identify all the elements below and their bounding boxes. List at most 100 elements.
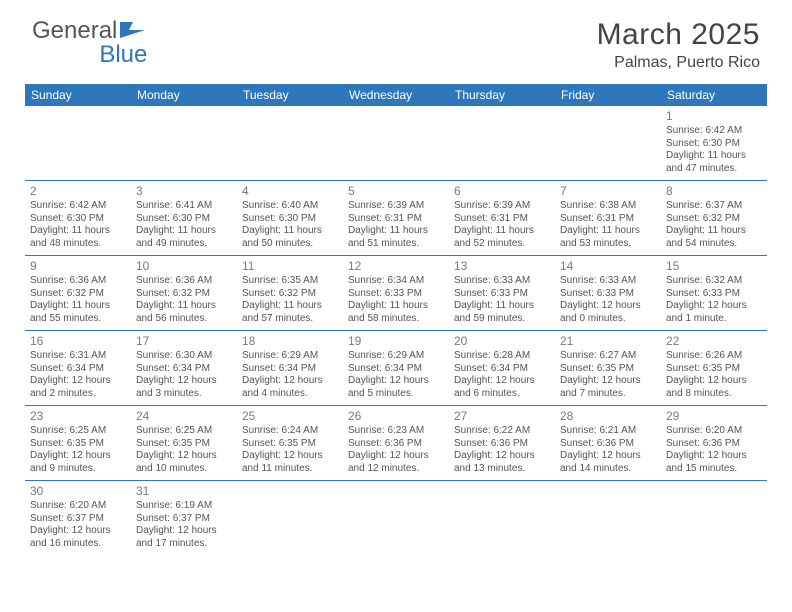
daylight-line: Daylight: 11 hours and 58 minutes. <box>348 300 444 325</box>
daylight-line: Daylight: 12 hours and 6 minutes. <box>454 375 550 400</box>
day-number: 24 <box>136 409 232 424</box>
daylight-line: Daylight: 11 hours and 57 minutes. <box>242 300 338 325</box>
day-number: 15 <box>666 259 762 274</box>
sunrise-line: Sunrise: 6:30 AM <box>136 350 232 363</box>
sunrise-line: Sunrise: 6:21 AM <box>560 425 656 438</box>
logo-flag-icon <box>119 20 147 40</box>
sunrise-line: Sunrise: 6:36 AM <box>30 275 126 288</box>
calendar-header: SundayMondayTuesdayWednesdayThursdayFrid… <box>25 84 767 106</box>
sunrise-line: Sunrise: 6:28 AM <box>454 350 550 363</box>
sunrise-line: Sunrise: 6:38 AM <box>560 200 656 213</box>
sunset-line: Sunset: 6:36 PM <box>560 438 656 451</box>
daylight-line: Daylight: 11 hours and 54 minutes. <box>666 225 762 250</box>
calendar-day-cell: 7Sunrise: 6:38 AMSunset: 6:31 PMDaylight… <box>555 181 661 256</box>
daylight-line: Daylight: 12 hours and 10 minutes. <box>136 450 232 475</box>
daylight-line: Daylight: 11 hours and 47 minutes. <box>666 150 762 175</box>
logo-text-general: General <box>32 17 117 44</box>
day-number: 9 <box>30 259 126 274</box>
sunset-line: Sunset: 6:34 PM <box>30 363 126 376</box>
sunrise-line: Sunrise: 6:37 AM <box>666 200 762 213</box>
calendar-empty-cell <box>237 481 343 556</box>
calendar-empty-cell <box>237 106 343 181</box>
calendar-day-cell: 30Sunrise: 6:20 AMSunset: 6:37 PMDayligh… <box>25 481 131 556</box>
sunset-line: Sunset: 6:37 PM <box>30 513 126 526</box>
daylight-line: Daylight: 12 hours and 17 minutes. <box>136 525 232 550</box>
calendar-day-cell: 1Sunrise: 6:42 AMSunset: 6:30 PMDaylight… <box>661 106 767 181</box>
month-title: March 2025 <box>597 18 760 52</box>
calendar-day-cell: 23Sunrise: 6:25 AMSunset: 6:35 PMDayligh… <box>25 406 131 481</box>
day-number: 19 <box>348 334 444 349</box>
day-number: 5 <box>348 184 444 199</box>
sunset-line: Sunset: 6:33 PM <box>348 288 444 301</box>
sunset-line: Sunset: 6:37 PM <box>136 513 232 526</box>
sunrise-line: Sunrise: 6:29 AM <box>242 350 338 363</box>
sunset-line: Sunset: 6:33 PM <box>454 288 550 301</box>
calendar-day-cell: 14Sunrise: 6:33 AMSunset: 6:33 PMDayligh… <box>555 256 661 331</box>
sunset-line: Sunset: 6:33 PM <box>560 288 656 301</box>
calendar-day-cell: 19Sunrise: 6:29 AMSunset: 6:34 PMDayligh… <box>343 331 449 406</box>
daylight-line: Daylight: 12 hours and 3 minutes. <box>136 375 232 400</box>
sunrise-line: Sunrise: 6:42 AM <box>30 200 126 213</box>
calendar-empty-cell <box>555 106 661 181</box>
sunrise-line: Sunrise: 6:24 AM <box>242 425 338 438</box>
sunset-line: Sunset: 6:32 PM <box>30 288 126 301</box>
calendar-day-cell: 29Sunrise: 6:20 AMSunset: 6:36 PMDayligh… <box>661 406 767 481</box>
daylight-line: Daylight: 11 hours and 52 minutes. <box>454 225 550 250</box>
sunset-line: Sunset: 6:30 PM <box>242 213 338 226</box>
calendar-empty-cell <box>449 106 555 181</box>
daylight-line: Daylight: 11 hours and 49 minutes. <box>136 225 232 250</box>
day-number: 31 <box>136 484 232 499</box>
sunrise-line: Sunrise: 6:19 AM <box>136 500 232 513</box>
calendar-day-cell: 8Sunrise: 6:37 AMSunset: 6:32 PMDaylight… <box>661 181 767 256</box>
calendar-empty-cell <box>131 106 237 181</box>
daylight-line: Daylight: 12 hours and 16 minutes. <box>30 525 126 550</box>
logo-text-blue: Blue <box>99 41 147 68</box>
sunset-line: Sunset: 6:36 PM <box>348 438 444 451</box>
sunrise-line: Sunrise: 6:25 AM <box>30 425 126 438</box>
calendar-day-cell: 24Sunrise: 6:25 AMSunset: 6:35 PMDayligh… <box>131 406 237 481</box>
day-number: 26 <box>348 409 444 424</box>
day-number: 6 <box>454 184 550 199</box>
daylight-line: Daylight: 12 hours and 2 minutes. <box>30 375 126 400</box>
day-number: 21 <box>560 334 656 349</box>
calendar-day-cell: 12Sunrise: 6:34 AMSunset: 6:33 PMDayligh… <box>343 256 449 331</box>
calendar-day-cell: 13Sunrise: 6:33 AMSunset: 6:33 PMDayligh… <box>449 256 555 331</box>
sunrise-line: Sunrise: 6:34 AM <box>348 275 444 288</box>
calendar-day-cell: 21Sunrise: 6:27 AMSunset: 6:35 PMDayligh… <box>555 331 661 406</box>
day-number: 3 <box>136 184 232 199</box>
weekday-header: Sunday <box>25 84 131 106</box>
daylight-line: Daylight: 11 hours and 53 minutes. <box>560 225 656 250</box>
weekday-header: Tuesday <box>237 84 343 106</box>
daylight-line: Daylight: 12 hours and 1 minute. <box>666 300 762 325</box>
calendar-day-cell: 27Sunrise: 6:22 AMSunset: 6:36 PMDayligh… <box>449 406 555 481</box>
daylight-line: Daylight: 12 hours and 4 minutes. <box>242 375 338 400</box>
daylight-line: Daylight: 12 hours and 11 minutes. <box>242 450 338 475</box>
sunrise-line: Sunrise: 6:39 AM <box>454 200 550 213</box>
calendar-day-cell: 16Sunrise: 6:31 AMSunset: 6:34 PMDayligh… <box>25 331 131 406</box>
sunrise-line: Sunrise: 6:33 AM <box>454 275 550 288</box>
calendar-day-cell: 9Sunrise: 6:36 AMSunset: 6:32 PMDaylight… <box>25 256 131 331</box>
sunrise-line: Sunrise: 6:31 AM <box>30 350 126 363</box>
calendar-day-cell: 22Sunrise: 6:26 AMSunset: 6:35 PMDayligh… <box>661 331 767 406</box>
daylight-line: Daylight: 12 hours and 14 minutes. <box>560 450 656 475</box>
calendar-day-cell: 2Sunrise: 6:42 AMSunset: 6:30 PMDaylight… <box>25 181 131 256</box>
sunset-line: Sunset: 6:34 PM <box>136 363 232 376</box>
sunrise-line: Sunrise: 6:32 AM <box>666 275 762 288</box>
day-number: 28 <box>560 409 656 424</box>
day-number: 30 <box>30 484 126 499</box>
day-number: 2 <box>30 184 126 199</box>
sunset-line: Sunset: 6:36 PM <box>454 438 550 451</box>
calendar-day-cell: 4Sunrise: 6:40 AMSunset: 6:30 PMDaylight… <box>237 181 343 256</box>
calendar-day-cell: 10Sunrise: 6:36 AMSunset: 6:32 PMDayligh… <box>131 256 237 331</box>
sunrise-line: Sunrise: 6:20 AM <box>30 500 126 513</box>
sunset-line: Sunset: 6:34 PM <box>348 363 444 376</box>
daylight-line: Daylight: 11 hours and 48 minutes. <box>30 225 126 250</box>
sunset-line: Sunset: 6:35 PM <box>560 363 656 376</box>
weekday-header: Wednesday <box>343 84 449 106</box>
calendar-empty-cell <box>25 106 131 181</box>
sunset-line: Sunset: 6:30 PM <box>30 213 126 226</box>
daylight-line: Daylight: 11 hours and 51 minutes. <box>348 225 444 250</box>
calendar-day-cell: 6Sunrise: 6:39 AMSunset: 6:31 PMDaylight… <box>449 181 555 256</box>
day-number: 17 <box>136 334 232 349</box>
sunset-line: Sunset: 6:35 PM <box>666 363 762 376</box>
